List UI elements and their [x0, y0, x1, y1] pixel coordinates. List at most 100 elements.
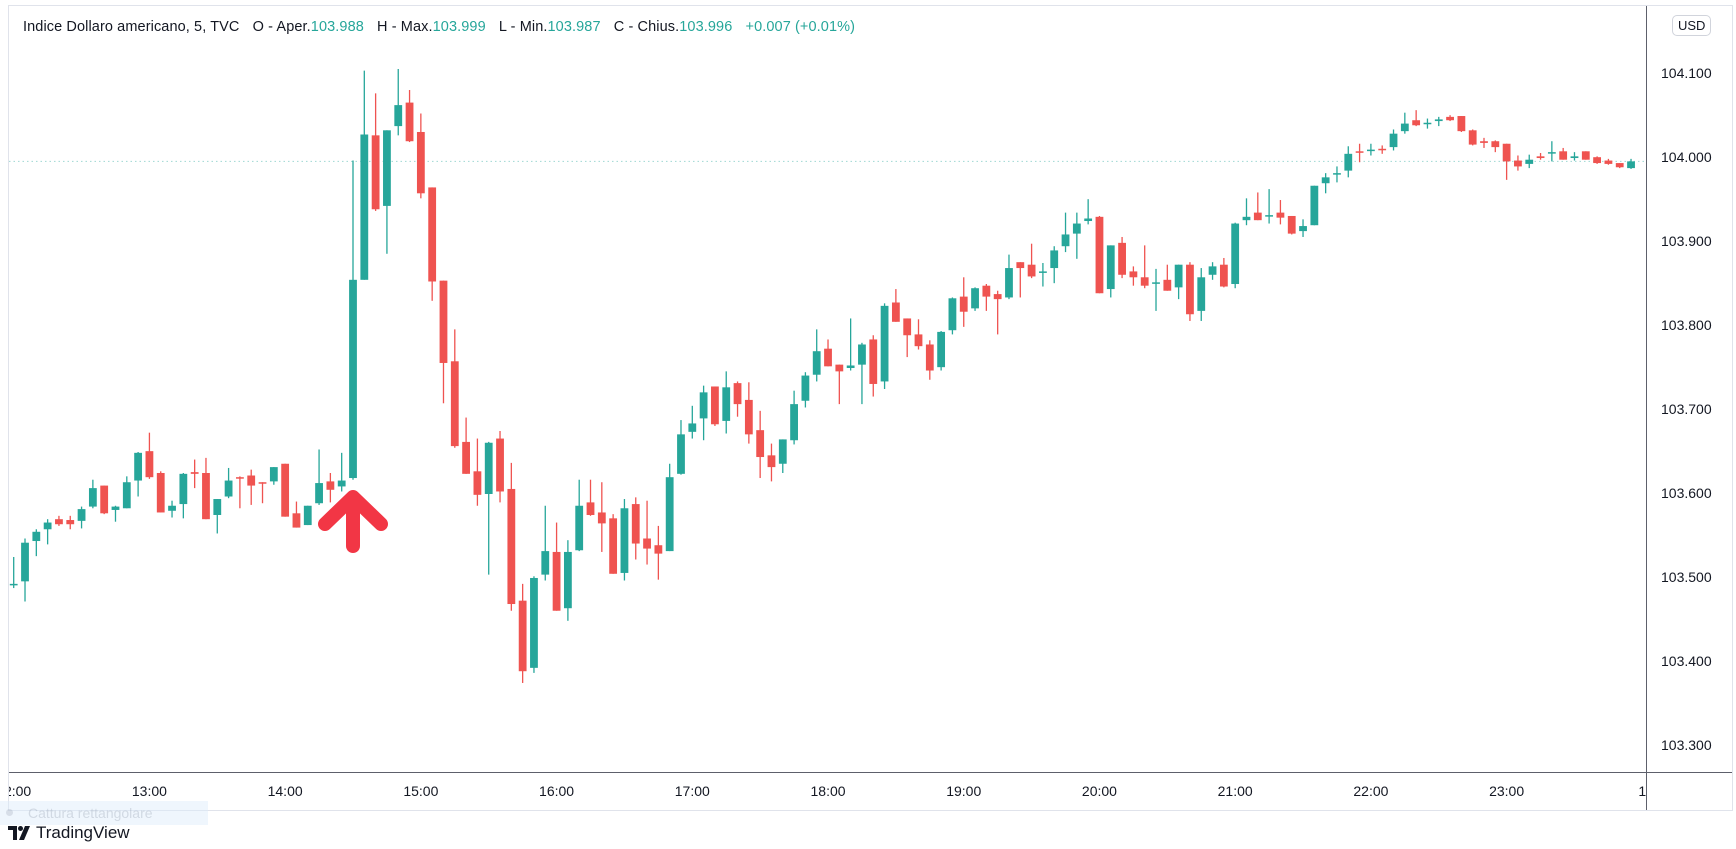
candle-down: [66, 515, 75, 530]
candle-body: [744, 399, 753, 435]
candle-up: [948, 297, 957, 335]
candlestick-plot: [9, 68, 1646, 683]
candle-body: [1536, 156, 1545, 159]
candle-body: [1514, 160, 1522, 167]
candle-body: [1480, 141, 1488, 143]
candle-up: [77, 506, 86, 529]
candle-up: [1061, 212, 1070, 253]
candle-up: [111, 505, 120, 522]
low-label: L - Min.: [498, 19, 548, 35]
candle-body: [1027, 264, 1036, 277]
candle-down: [1514, 155, 1522, 171]
candle-body: [190, 472, 199, 474]
candle-body: [213, 499, 222, 515]
price-tick-label: 103.500: [1661, 568, 1712, 585]
candle-down: [1378, 145, 1387, 154]
candle-down: [756, 410, 765, 479]
chart-container: Indice Dollaro americano, 5, TVC O - Ape…: [8, 5, 1733, 811]
candle-up: [541, 505, 550, 581]
price-tick-label: 103.400: [1661, 652, 1712, 669]
candle-up: [269, 467, 278, 485]
candle-down: [326, 472, 335, 503]
candle-body: [416, 131, 425, 194]
candle-down: [1468, 129, 1477, 146]
price-axis[interactable]: USD 104.100 104.000 103.900 103.800 103.700 1…: [1646, 6, 1732, 772]
candle-up: [665, 463, 674, 552]
candle-body: [1197, 277, 1206, 311]
candle-down: [1118, 236, 1126, 279]
candle-down: [1536, 152, 1545, 160]
time-tick-label: 12:00: [9, 783, 32, 799]
candle-body: [179, 473, 188, 505]
candle-down: [609, 514, 618, 574]
candle-up: [21, 538, 29, 602]
candle-body: [134, 452, 143, 481]
candle-body: [767, 455, 776, 468]
candle-up: [1208, 262, 1217, 280]
candle-body: [1367, 149, 1375, 152]
candle-body: [801, 375, 810, 401]
candle-body: [202, 472, 210, 520]
candle-up: [122, 476, 131, 509]
candle-down: [869, 335, 878, 397]
candle-up: [1039, 263, 1047, 287]
candle-body: [1152, 282, 1160, 284]
candle-body: [224, 480, 233, 497]
candle-body: [315, 483, 323, 504]
price-tick-label: 103.800: [1661, 317, 1712, 333]
open-label: O - Aper.: [252, 19, 311, 35]
candle-up: [1242, 198, 1251, 226]
candle-up: [213, 499, 222, 534]
candle-body: [1186, 264, 1194, 315]
candle-up: [1197, 268, 1206, 321]
candle-body: [111, 506, 120, 510]
candle-body: [790, 404, 798, 441]
candle-down: [824, 339, 832, 367]
candle-body: [496, 438, 504, 492]
candle-body: [1547, 152, 1556, 154]
time-axis[interactable]: 12:00 13:00 14:00 15:00 16:00 17:00 18:00 19:00…: [9, 772, 1646, 810]
candle-body: [1084, 218, 1093, 222]
axis-corner: [1646, 772, 1732, 810]
currency-button[interactable]: USD: [1672, 15, 1712, 36]
candle-up: [1265, 189, 1274, 224]
candle-body: [1446, 116, 1454, 121]
chart-pane[interactable]: Indice Dollaro americano, 5, TVC O - Ape…: [9, 6, 1646, 772]
candle-down: [767, 443, 776, 482]
candle-down: [1186, 262, 1194, 321]
candle-body: [1468, 130, 1477, 145]
candle-down: [190, 459, 199, 489]
candle-body: [1491, 141, 1500, 148]
candle-down: [1276, 200, 1285, 225]
candle-up: [9, 556, 18, 589]
tradingview-logo[interactable]: TradingView: [8, 822, 130, 844]
candle-up: [1333, 166, 1341, 183]
candle-down: [631, 497, 640, 560]
candle-up: [303, 505, 312, 526]
candle-body: [55, 519, 63, 525]
candle-body: [1321, 177, 1330, 184]
candle-up: [1547, 141, 1556, 162]
candle-down: [1095, 215, 1104, 294]
candle-up: [1434, 116, 1443, 127]
candle-down: [1457, 116, 1466, 132]
candle-body: [1265, 215, 1274, 217]
candle-up: [575, 479, 584, 552]
candle-body: [405, 102, 414, 142]
candle-body: [1231, 223, 1240, 285]
candle-up: [620, 499, 629, 581]
candle-down: [654, 525, 663, 580]
candle-body: [349, 279, 357, 479]
candle-body: [484, 442, 493, 494]
candle-up: [1174, 264, 1183, 300]
candle-down: [1480, 137, 1488, 148]
candle-body: [1570, 156, 1579, 159]
candle-body: [1163, 279, 1172, 291]
candle-up: [1321, 173, 1330, 194]
candle-body: [1412, 120, 1421, 126]
candle-body: [1118, 242, 1126, 275]
candle-body: [1355, 151, 1364, 153]
candle-up: [563, 540, 572, 621]
candle-down: [1027, 243, 1036, 279]
candle-body: [824, 348, 832, 367]
